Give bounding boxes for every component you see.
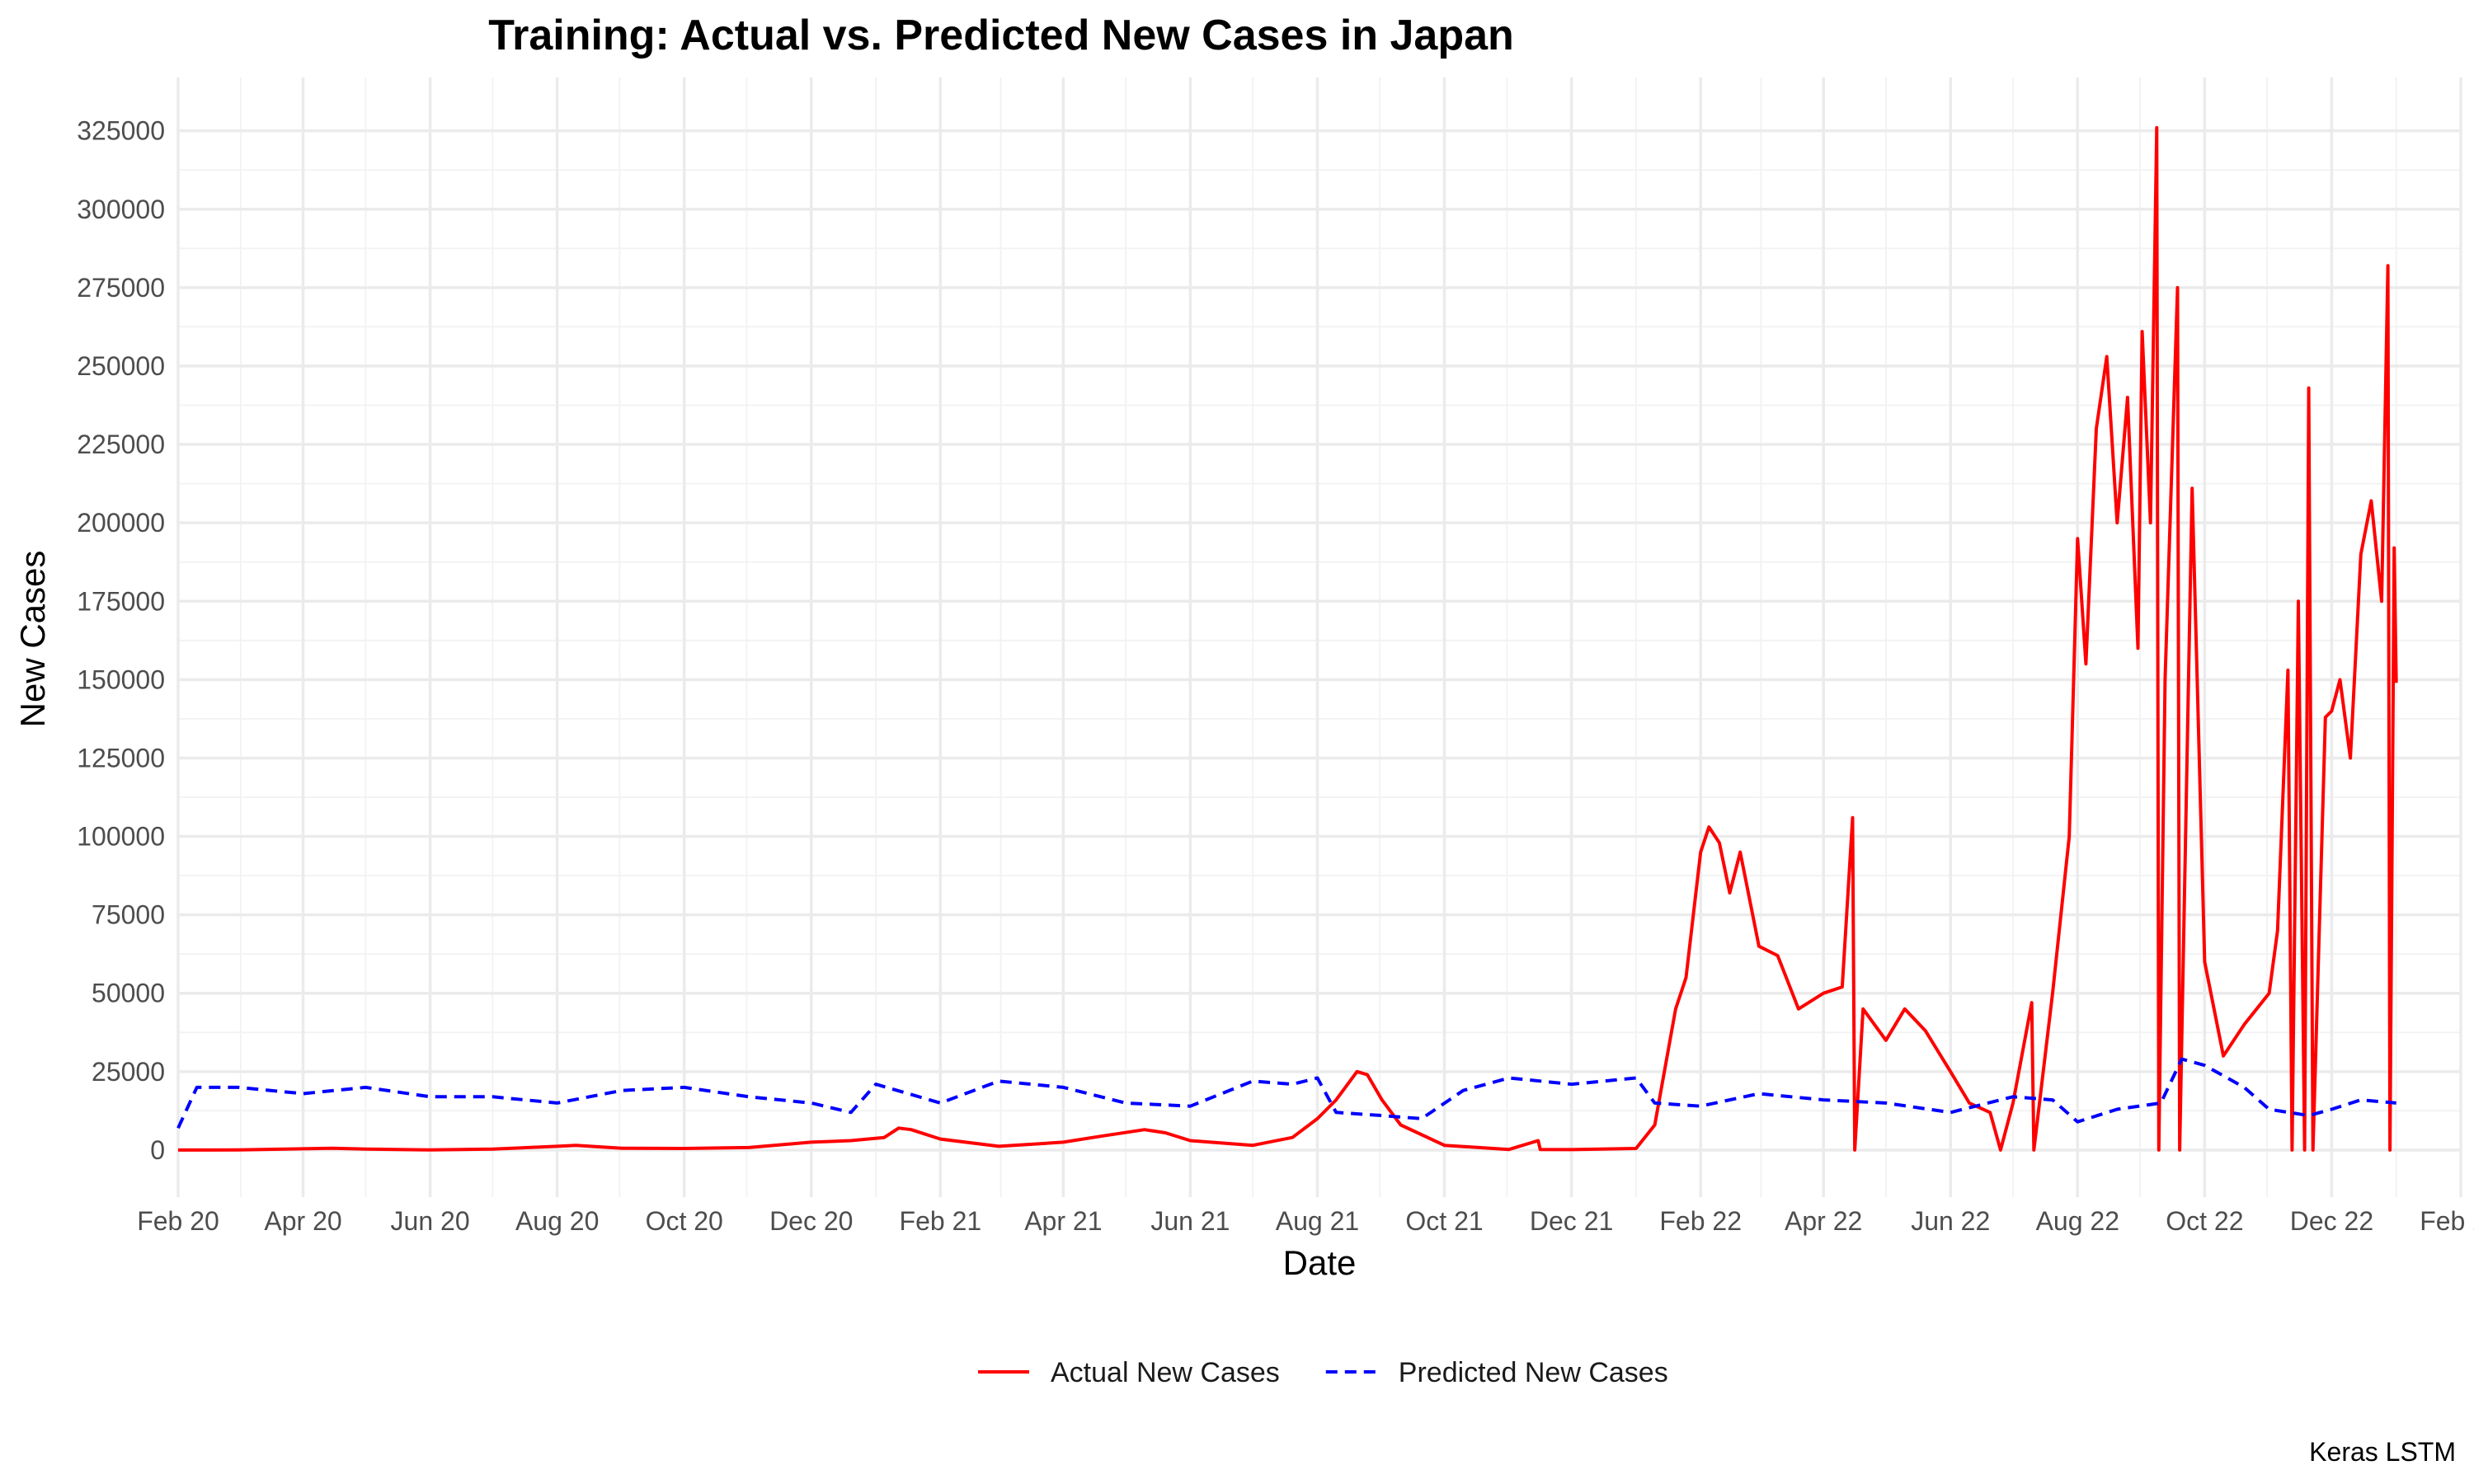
x-axis-title: Date	[1283, 1243, 1357, 1282]
x-tick-label: Apr 20	[264, 1206, 341, 1236]
x-tick-label: Feb 23	[2420, 1206, 2474, 1236]
x-tick-label: Feb 20	[137, 1206, 219, 1236]
x-tick-label: Dec 22	[2290, 1206, 2373, 1236]
x-tick-label: Oct 20	[646, 1206, 723, 1236]
legend: Actual New Cases Predicted New Cases	[978, 1357, 1668, 1388]
x-tick-label: Jun 22	[1911, 1206, 1990, 1236]
y-tick-label: 125000	[77, 743, 165, 773]
y-tick-label: 50000	[92, 979, 165, 1008]
y-tick-label: 250000	[77, 351, 165, 381]
chart-title: Training: Actual vs. Predicted New Cases…	[488, 12, 1514, 59]
caption: Keras LSTM	[2309, 1437, 2456, 1467]
y-tick-label: 0	[150, 1135, 165, 1165]
y-tick-label: 100000	[77, 822, 165, 852]
x-tick-label: Apr 21	[1024, 1206, 1102, 1236]
x-tick-label: Aug 21	[1276, 1206, 1359, 1236]
x-axis-ticks: Feb 20 Apr 20 Jun 20 Aug 20 Oct 20 Dec 20 Feb …	[137, 1206, 2474, 1236]
y-axis-ticks: 0 25000 50000 75000 100000 125000 150000 175000…	[77, 116, 165, 1165]
y-tick-label: 300000	[77, 195, 165, 224]
grid	[176, 77, 2462, 1197]
y-tick-label: 325000	[77, 116, 165, 146]
x-tick-label: Aug 20	[515, 1206, 599, 1236]
y-tick-label: 75000	[92, 900, 165, 930]
x-tick-label: Dec 20	[769, 1206, 853, 1236]
x-tick-label: Feb 22	[1659, 1206, 1742, 1236]
y-tick-label: 275000	[77, 273, 165, 303]
series-line-predicted-new-cases	[176, 1057, 2396, 1129]
series-group	[176, 125, 2398, 1152]
y-tick-label: 200000	[77, 508, 165, 538]
y-axis-title: New Cases	[13, 551, 52, 728]
x-tick-label: Aug 22	[2036, 1206, 2119, 1236]
y-tick-label: 25000	[92, 1057, 165, 1087]
y-tick-label: 150000	[77, 665, 165, 694]
series-line-actual-new-cases	[177, 125, 2398, 1152]
x-tick-label: Apr 22	[1785, 1206, 1862, 1236]
legend-label: Predicted New Cases	[1399, 1357, 1668, 1388]
x-tick-label: Jun 20	[391, 1206, 470, 1236]
x-tick-label: Oct 22	[2166, 1206, 2243, 1236]
x-tick-label: Jun 21	[1150, 1206, 1230, 1236]
x-tick-label: Feb 21	[900, 1206, 982, 1236]
x-tick-label: Oct 21	[1405, 1206, 1483, 1236]
y-tick-label: 225000	[77, 430, 165, 459]
x-tick-label: Dec 21	[1530, 1206, 1613, 1236]
legend-label: Actual New Cases	[1051, 1357, 1280, 1388]
y-tick-label: 175000	[77, 586, 165, 616]
